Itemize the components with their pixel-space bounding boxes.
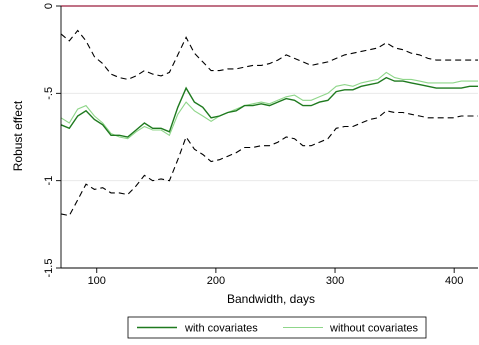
x-tick-label-2: 300	[326, 275, 344, 287]
y-tick-label-2: -1	[43, 176, 55, 186]
legend-label-without-covariates: without covariates	[329, 323, 419, 335]
series-lines	[60, 71, 478, 140]
legend: with covariates without covariates	[127, 316, 427, 339]
y-axis-label: Robust effect	[11, 100, 25, 171]
confidence-bands	[60, 29, 478, 217]
series-line-without-covariates	[60, 71, 478, 140]
legend-label-with-covariates: with covariates	[184, 323, 258, 335]
x-tick-label-3: 400	[445, 275, 463, 287]
legend-box	[127, 316, 427, 339]
y-tick-label-0: 0	[43, 3, 55, 9]
y-tick-label-1: -.5	[43, 87, 55, 100]
series-line-with-covariates	[60, 76, 478, 138]
x-tick-label-0: 100	[88, 275, 106, 287]
grid-lines	[61, 92, 478, 269]
x-axis-label: Bandwidth, days	[227, 292, 315, 306]
y-tick-label-3: -1.5	[43, 259, 55, 278]
ci-upper-line	[60, 29, 478, 80]
ci-lower-line	[60, 110, 478, 217]
x-tick-label-1: 200	[207, 275, 225, 287]
x-ticks: 100 200 300 400	[88, 268, 463, 287]
y-ticks: 0 -.5 -1 -1.5	[43, 3, 61, 278]
